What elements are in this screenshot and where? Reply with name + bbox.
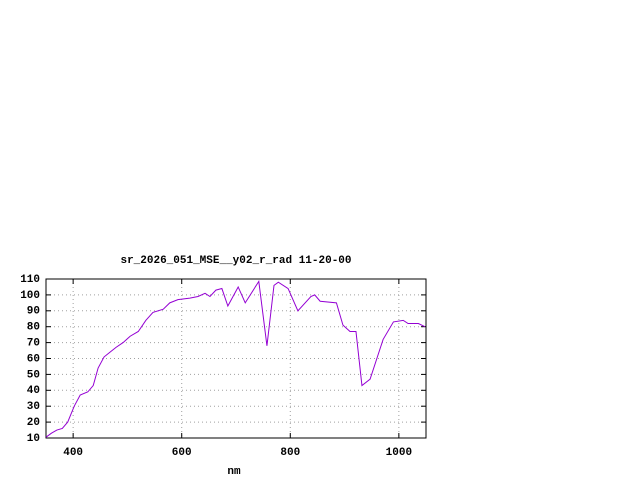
y-tick-label: 40 [27,385,40,397]
y-tick-label: 110 [20,274,40,286]
y-tick-label: 90 [27,306,40,318]
x-axis-label: nm [227,466,241,478]
y-tick-label: 30 [27,401,40,413]
data-line [45,279,426,438]
x-tick-label: 400 [63,447,83,459]
y-tick-label: 80 [27,322,40,334]
y-tick-label: 50 [27,369,40,381]
y-tick-label: 100 [20,290,40,302]
x-tick-label: 1000 [386,447,412,459]
y-tick-label: 60 [27,353,40,365]
y-tick-label: 10 [27,433,40,445]
y-tick-label: 20 [27,417,40,429]
y-tick-label: 70 [27,338,40,350]
x-tick-label: 800 [280,447,300,459]
chart-title: sr_2026_051_MSE__y02_r_rad 11-20-00 [120,255,351,267]
x-tick-label: 600 [172,447,192,459]
plot-frame [45,278,427,439]
